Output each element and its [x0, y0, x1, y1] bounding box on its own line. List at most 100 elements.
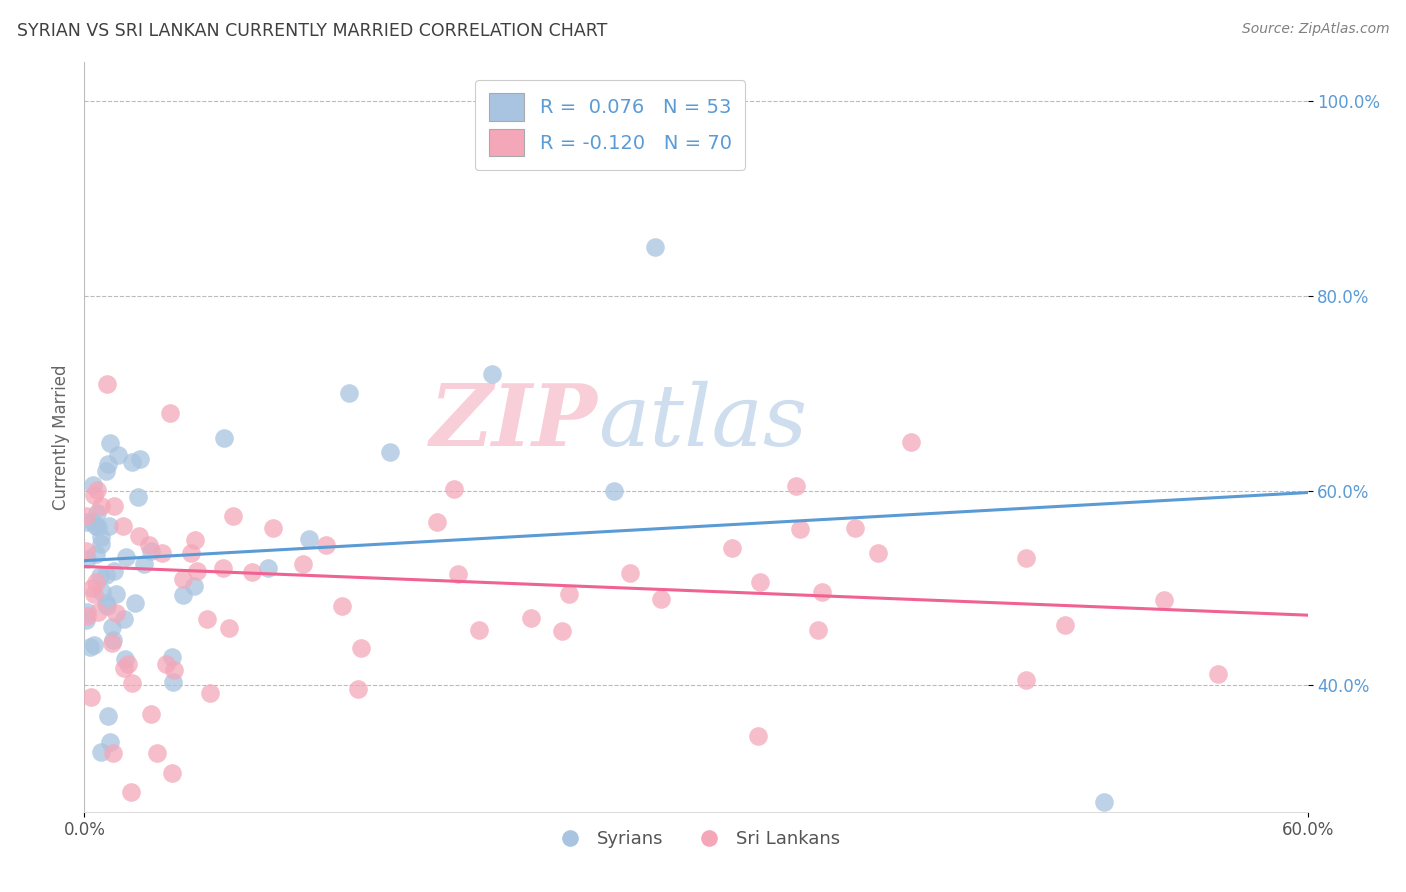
Point	[75, 509, 97, 524]
Point	[468, 623, 491, 637]
Point	[104, 587, 127, 601]
Point	[82, 516, 104, 530]
Point	[112, 612, 135, 626]
Text: SYRIAN VS SRI LANKAN CURRENTLY MARRIED CORRELATION CHART: SYRIAN VS SRI LANKAN CURRENTLY MARRIED C…	[17, 22, 607, 40]
Point	[214, 432, 236, 446]
Point	[84, 574, 107, 589]
Text: Source: ZipAtlas.com: Source: ZipAtlas.com	[1241, 22, 1389, 37]
Point	[481, 367, 503, 381]
Point	[160, 765, 183, 780]
Point	[112, 661, 135, 675]
Point	[146, 747, 169, 761]
Point	[262, 521, 284, 535]
Point	[76, 551, 98, 566]
Point	[222, 508, 245, 523]
Point	[162, 674, 184, 689]
Text: ZIP: ZIP	[430, 380, 598, 464]
Point	[172, 573, 194, 587]
Point	[101, 636, 124, 650]
Point	[557, 587, 579, 601]
Point	[98, 518, 121, 533]
Point	[86, 483, 108, 497]
Point	[128, 529, 150, 543]
Point	[96, 709, 118, 723]
Point	[107, 448, 129, 462]
Point	[103, 500, 125, 514]
Point	[139, 707, 162, 722]
Point	[1054, 618, 1077, 632]
Point	[124, 596, 146, 610]
Point	[96, 464, 118, 478]
Point	[789, 522, 811, 536]
Point	[121, 676, 143, 690]
Point	[127, 491, 149, 505]
Point	[150, 546, 173, 560]
Point	[86, 507, 108, 521]
Point	[139, 544, 162, 558]
Y-axis label: Currently Married: Currently Married	[52, 364, 70, 510]
Point	[84, 547, 107, 561]
Point	[183, 579, 205, 593]
Point	[619, 566, 641, 580]
Point	[129, 451, 152, 466]
Point	[844, 521, 866, 535]
Point	[1153, 592, 1175, 607]
Point	[330, 599, 353, 613]
Point	[866, 546, 889, 560]
Point	[138, 538, 160, 552]
Point	[785, 479, 807, 493]
Point	[82, 478, 104, 492]
Point	[291, 557, 314, 571]
Point	[90, 500, 112, 514]
Point	[195, 612, 218, 626]
Point	[98, 435, 121, 450]
Point	[89, 569, 111, 583]
Text: atlas: atlas	[598, 381, 807, 464]
Point	[218, 621, 240, 635]
Point	[90, 531, 112, 545]
Point	[650, 592, 672, 607]
Point	[90, 745, 112, 759]
Point	[75, 614, 97, 628]
Point	[603, 483, 626, 498]
Point	[155, 657, 177, 672]
Point	[1206, 666, 1229, 681]
Point	[212, 561, 235, 575]
Point	[84, 518, 107, 533]
Point	[132, 557, 155, 571]
Point	[87, 520, 110, 534]
Point	[80, 581, 103, 595]
Point	[80, 690, 103, 705]
Point	[101, 632, 124, 647]
Point	[100, 620, 122, 634]
Point	[900, 434, 922, 449]
Point	[120, 785, 142, 799]
Point	[86, 605, 108, 619]
Point	[96, 376, 118, 391]
Point	[551, 624, 574, 639]
Point	[1015, 551, 1038, 566]
Point	[644, 240, 666, 254]
Point	[96, 599, 118, 613]
Point	[162, 649, 184, 664]
Point	[91, 585, 114, 599]
Point	[426, 515, 449, 529]
Point	[98, 735, 121, 749]
Point	[749, 575, 772, 590]
Point	[350, 640, 373, 655]
Point	[339, 386, 361, 401]
Point	[1015, 673, 1038, 688]
Point	[200, 686, 222, 700]
Point	[298, 533, 321, 547]
Point	[180, 546, 202, 560]
Point	[380, 444, 402, 458]
Point	[242, 565, 264, 579]
Point	[721, 541, 744, 555]
Point	[172, 589, 194, 603]
Point	[811, 585, 834, 599]
Point	[97, 457, 120, 471]
Legend: Syrians, Sri Lankans: Syrians, Sri Lankans	[544, 822, 848, 855]
Point	[117, 657, 139, 672]
Point	[83, 488, 105, 502]
Point	[76, 605, 98, 619]
